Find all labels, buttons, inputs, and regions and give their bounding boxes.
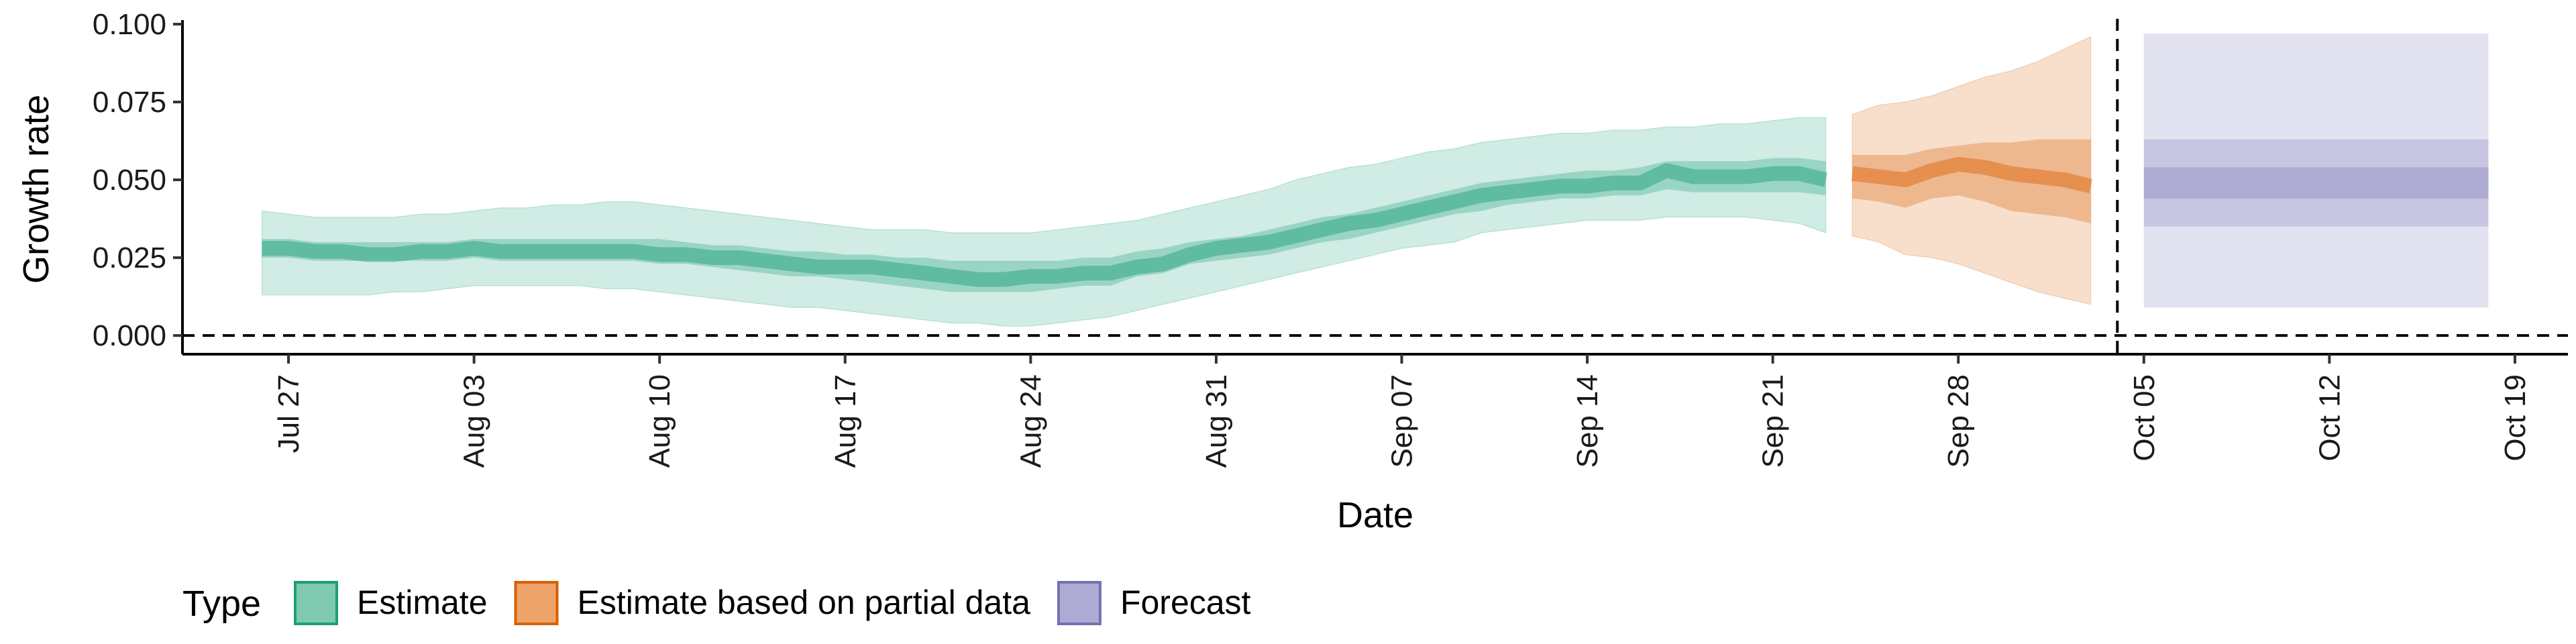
x-tick-label: Oct 19 <box>2499 374 2532 462</box>
forecast-band-75 <box>2143 139 2489 227</box>
x-tick-label: Aug 03 <box>458 374 491 468</box>
legend-title: Type <box>182 584 261 624</box>
y-tick-label: 0.100 <box>93 8 166 41</box>
x-tick-label: Aug 10 <box>643 374 676 468</box>
legend-key-2 <box>1057 581 1102 625</box>
x-tick-label: Oct 05 <box>2128 374 2161 462</box>
axes-layer: 0.000 0.025 0.050 0.075 0.100 Jul 27 Aug 03 Aug… <box>93 8 2568 468</box>
median-line-layer <box>262 156 2093 287</box>
reference-line-layer <box>182 19 2568 354</box>
series-0-band-50 <box>262 158 1826 292</box>
x-tick-label: Aug 31 <box>1200 374 1233 468</box>
x-tick-label: Aug 17 <box>829 374 862 468</box>
series-1-band-90 <box>1851 36 2092 305</box>
x-tick-label: Aug 24 <box>1014 374 1047 468</box>
x-tick-label: Sep 28 <box>1942 374 1975 468</box>
y-tick-label: 0.075 <box>93 86 166 119</box>
legend-key-0 <box>294 581 338 625</box>
forecast-band-90 <box>2143 33 2489 308</box>
legend-label-2: Forecast <box>1120 584 1251 621</box>
x-axis-title: Date <box>1337 495 1413 535</box>
x-tick-label: Sep 07 <box>1386 374 1419 468</box>
series-1-band-50 <box>1852 139 2091 224</box>
y-tick-label: 0.050 <box>93 164 166 197</box>
series-1-median-line <box>1851 156 2093 194</box>
x-tick-label: Oct 12 <box>2313 374 2346 462</box>
y-axis-title: Growth rate <box>16 95 56 284</box>
series-0-median-line <box>262 163 1828 287</box>
legend: Type Estimate Estimate based on partial d… <box>182 581 1251 625</box>
legend-key-1 <box>514 581 559 625</box>
x-tick-label: Sep 14 <box>1571 374 1604 468</box>
x-tick-label: Jul 27 <box>272 374 305 453</box>
ribbon-layer <box>261 33 2489 327</box>
x-tick-label: Sep 21 <box>1757 374 1790 468</box>
y-tick-label: 0.000 <box>93 319 166 352</box>
series-0-band-90 <box>261 117 1827 327</box>
legend-label-1: Estimate based on partial data <box>578 584 1031 621</box>
forecast-band-50 <box>2143 167 2489 199</box>
y-tick-label: 0.025 <box>93 241 166 274</box>
legend-label-0: Estimate <box>357 584 488 621</box>
